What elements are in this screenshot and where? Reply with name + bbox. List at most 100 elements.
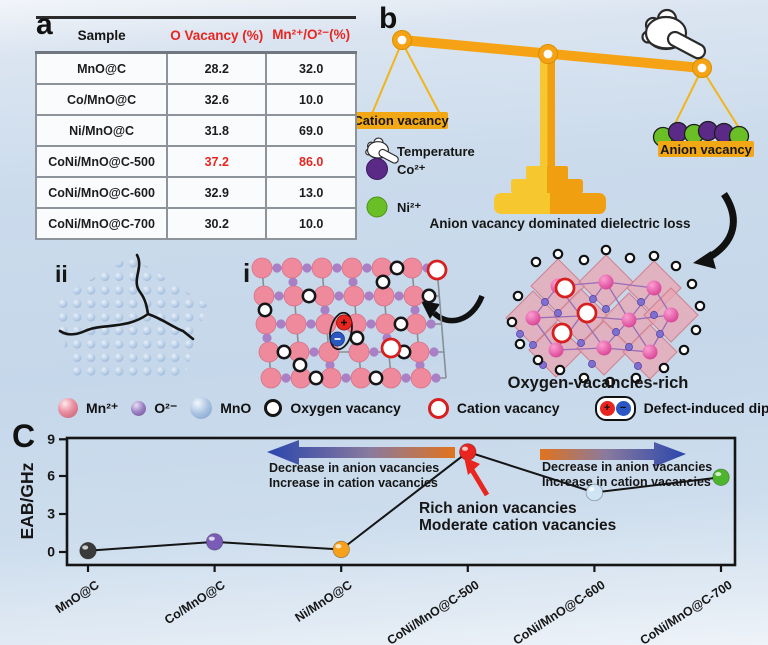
balance-legend: Temperature Co²⁺ Ni²⁺ xyxy=(365,137,475,218)
balance-diagram: Cation vacancy Anion vacancy Temperature… xyxy=(353,8,754,231)
legend-item-oxygen-vacancy: Oxygen vacancy xyxy=(264,399,401,417)
legend-item-o: O²⁻ xyxy=(131,400,177,417)
xtick-conimnoc600: CoNi/MnO@C-600 xyxy=(511,578,608,645)
balance-caption: Anion vacancy dominated dielectric loss xyxy=(429,216,690,231)
co-ion-label: Co²⁺ xyxy=(397,162,426,177)
grain-cracks xyxy=(58,253,195,341)
cell-sample: Co/MnO@C xyxy=(34,83,169,116)
balance-pivots xyxy=(392,30,712,78)
arrow-balance-to-crystal xyxy=(693,192,737,269)
balance-base xyxy=(494,166,606,214)
callout-line1: Rich anion vacancies xyxy=(419,500,577,517)
cell-sample: Ni/MnO@C xyxy=(34,114,169,147)
right-gradient-arrow xyxy=(540,442,686,467)
series-line xyxy=(87,450,722,552)
point-callout: Rich anion vacancies Moderate cation vac… xyxy=(419,457,616,534)
cell-sample: CoNi/MnO@C-500 xyxy=(34,145,169,178)
anion-vacancy-label: Anion vacancy xyxy=(660,142,753,157)
cation-vacancy-pan xyxy=(354,112,448,129)
sphere-highlight xyxy=(82,545,89,550)
data-point-MnO@C xyxy=(79,542,97,560)
grain-label: ii xyxy=(55,261,68,287)
y-axis-label: EAB/GHz xyxy=(17,462,37,539)
callout-line2: Moderate cation vacancies xyxy=(419,517,616,534)
data-point-Ni/MnO@C xyxy=(332,540,350,559)
arrow-crystal-to-lattice xyxy=(421,294,485,324)
panel-label-c: C xyxy=(12,418,36,454)
right-annotation-line2: Increase in cation vacancies xyxy=(542,475,711,489)
legend-item-cation-vacancy: Cation vacancy xyxy=(427,397,560,419)
lattice-dipole xyxy=(329,311,353,351)
cell-ratio: 10.0 xyxy=(265,83,357,116)
table-row: MnO@C 28.2 32.0 xyxy=(34,51,357,85)
xtick-nimnoc: Ni/MnO@C xyxy=(293,578,355,625)
co-ion-icon xyxy=(366,158,388,180)
legend-item-mn: Mn²⁺ xyxy=(58,398,118,418)
x-tick-labels: MnO@C Co/MnO@C Ni/MnO@C CoNi/MnO@C-500 C… xyxy=(53,578,735,645)
data-point-CoNi/MnO@C-700 xyxy=(712,468,730,486)
cell-o-vacancy: 31.8 xyxy=(166,114,268,147)
cell-o-vacancy: 37.2 xyxy=(166,145,268,178)
cell-sample: CoNi/MnO@C-700 xyxy=(34,207,169,240)
xtick-conimnoc700: CoNi/MnO@C-700 xyxy=(638,578,735,645)
crystal-structure: Oxygen-vacancies-rich xyxy=(505,244,706,392)
xtick-conimnoc500: CoNi/MnO@C-500 xyxy=(385,578,482,645)
vacancy-table: Sample O Vacancy (%) Mn²⁺/O²⁻(%) MnO@C 2… xyxy=(34,16,357,240)
dipole-minus: − xyxy=(615,400,631,416)
x-ticks xyxy=(86,565,723,572)
ytick-0: 0 xyxy=(47,544,55,560)
cell-o-vacancy: 30.2 xyxy=(166,207,268,240)
cell-o-vacancy: 32.9 xyxy=(166,176,268,209)
balance-pillar xyxy=(540,52,555,170)
col-header-ratio: Mn²⁺/O²⁻(%) xyxy=(266,16,356,54)
data-point-CoNi/MnO@C-500 xyxy=(459,443,477,461)
table-row: Ni/MnO@C 31.8 69.0 xyxy=(34,114,357,147)
left-gradient-arrow xyxy=(267,440,455,465)
ytick-6: 6 xyxy=(47,468,55,484)
dipoles-label: Defect-induced dipoles xyxy=(643,400,768,416)
right-annotation-line1: Decrease in anion vacancies xyxy=(542,460,712,474)
legend-item-dipoles: + − Defect-induced dipoles xyxy=(594,395,768,421)
cell-ratio: 10.0 xyxy=(265,207,357,240)
xtick-comnoc: Co/MnO@C xyxy=(162,578,228,627)
grain-boundary-structure: ii xyxy=(53,253,207,378)
sphere-highlight xyxy=(335,544,342,549)
right-arrow-annotation: Decrease in anion vacancies Increase in … xyxy=(542,460,712,489)
plot-frame xyxy=(65,436,737,567)
data-point-Co/MnO@C xyxy=(205,533,224,551)
cation-vacancy-label: Cation vacancy xyxy=(456,400,560,416)
cell-sample: CoNi/MnO@C-600 xyxy=(34,176,169,209)
col-header-o-vacancy: O Vacancy (%) xyxy=(167,16,267,54)
defect-lattice-structure: i xyxy=(243,257,448,389)
dipole-icon: + − xyxy=(594,395,636,421)
hand-temperature-icon xyxy=(641,8,709,62)
col-header-sample: Sample xyxy=(36,16,168,54)
xtick-mnoc: MnO@C xyxy=(53,578,102,616)
o-ion-label: O²⁻ xyxy=(154,399,178,416)
oxygen-vacancy-label: Oxygen vacancy xyxy=(290,400,401,416)
vacancy-table-panel: Sample O Vacancy (%) Mn²⁺/O²⁻(%) MnO@C 2… xyxy=(34,16,357,240)
panel-label-a: a xyxy=(36,8,53,41)
lattice-label: i xyxy=(243,258,250,288)
mno-label: MnO xyxy=(220,400,252,416)
y-ticks xyxy=(59,438,67,554)
mno-icon xyxy=(190,397,213,419)
graphics-layer: Cation vacancy Anion vacancy Temperature… xyxy=(53,8,754,392)
grain-dots xyxy=(53,256,207,378)
cell-ratio: 69.0 xyxy=(265,114,357,147)
table-row: CoNi/MnO@C-600 32.9 13.0 xyxy=(34,176,357,209)
cell-ratio: 32.0 xyxy=(265,51,357,85)
panel-label-b: b xyxy=(379,2,398,35)
temperature-label: Temperature xyxy=(397,144,475,159)
ni-ion-icon xyxy=(366,196,388,218)
left-arrow-annotation: Decrease in anion vacancies Increase in … xyxy=(269,461,439,490)
oxygen-vacancy-icon xyxy=(264,399,283,417)
cell-o-vacancy: 32.6 xyxy=(166,83,268,116)
cation-vacancy-icon xyxy=(427,397,449,419)
left-annotation-line2: Increase in cation vacancies xyxy=(269,476,438,490)
anion-vacancy-pan xyxy=(658,141,754,157)
cell-o-vacancy: 28.2 xyxy=(166,51,268,85)
cell-ratio: 86.0 xyxy=(265,145,357,178)
table-row-highlighted: CoNi/MnO@C-500 37.2 86.0 xyxy=(34,145,357,178)
